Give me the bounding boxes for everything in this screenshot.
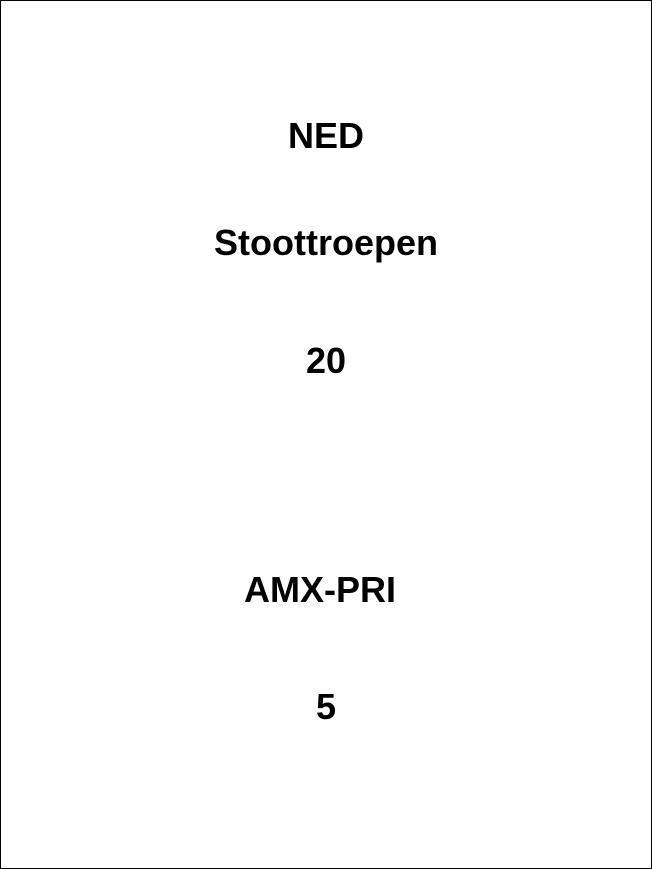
country-code: NED: [287, 115, 364, 156]
unit-name: Stoottroepen: [214, 222, 438, 263]
vehicle-count: 5: [315, 686, 337, 727]
unit-count: 20: [305, 340, 347, 381]
vehicle-name: AMX-PRI: [244, 569, 396, 610]
